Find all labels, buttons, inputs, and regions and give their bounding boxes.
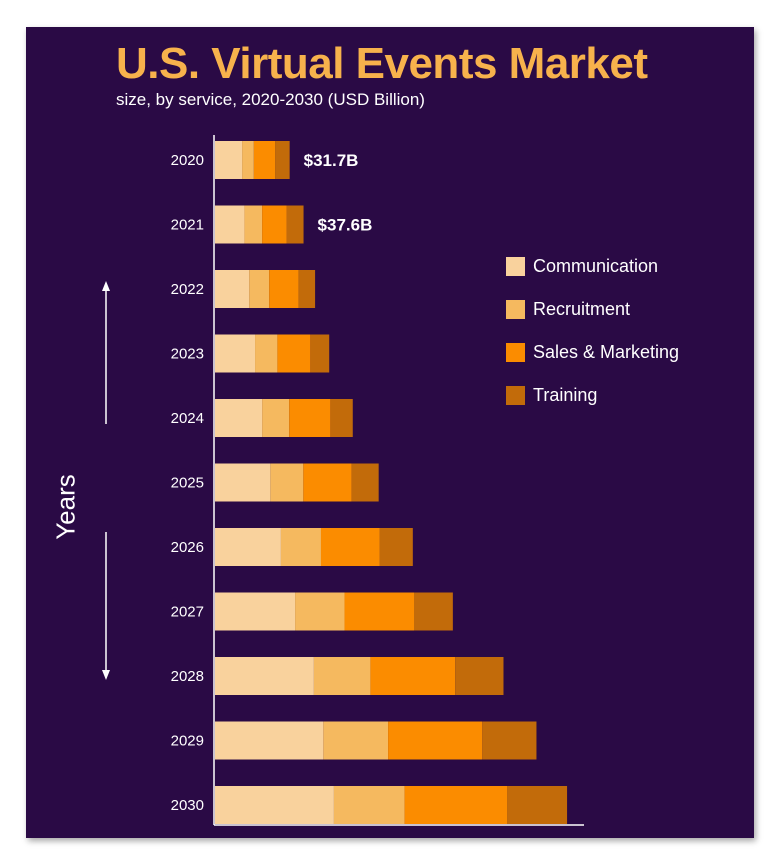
bar-segment	[215, 205, 245, 244]
y-tick-label: 2028	[171, 668, 204, 685]
y-tick-label: 2025	[171, 475, 204, 492]
bar-segment	[507, 786, 568, 824]
chart-subtitle: size, by service, 2020-2030 (USD Billion…	[116, 90, 425, 109]
bar-segment	[289, 399, 331, 437]
bar-segment	[455, 657, 504, 695]
legend-item-training: Training	[506, 384, 679, 406]
y-tick-label: 2020	[171, 152, 204, 169]
bar-segment	[413, 592, 453, 631]
legend-label: Recruitment	[533, 298, 631, 319]
bar-segment	[270, 463, 304, 502]
bar-segment	[310, 334, 330, 373]
bar-segment	[262, 399, 290, 437]
bar-segment	[280, 528, 321, 566]
y-axis-title: Years	[50, 474, 81, 540]
legend-item-recruitment: Recruitment	[506, 298, 679, 320]
y-tick-label: 2023	[171, 346, 204, 363]
bar-chart: 2020 $31.7B 2021 $37.6B 2022 2023 2024 2025 2026…	[102, 135, 584, 826]
bar-segment	[215, 721, 324, 760]
bar-segment	[344, 592, 414, 631]
bar-segment	[303, 463, 352, 502]
bar-segment	[269, 270, 299, 308]
bar-segment	[320, 528, 380, 566]
legend-swatch	[506, 385, 525, 405]
legend-label: Sales & Marketing	[533, 341, 680, 362]
legend-swatch	[506, 256, 525, 276]
data-label: $31.7B	[304, 151, 359, 170]
bar-segment	[370, 657, 456, 695]
bar-segment	[388, 721, 483, 760]
bar-segment	[215, 463, 271, 502]
bar-segment	[298, 270, 316, 308]
legend: Communication Recruitment Sales & Market…	[506, 255, 679, 427]
y-tick-label: 2022	[171, 281, 204, 298]
bar-segment	[333, 786, 405, 824]
legend-swatch	[506, 299, 525, 319]
bar-segment	[255, 334, 278, 373]
bar-segment	[482, 721, 537, 760]
bar-segment	[215, 592, 296, 631]
bar-segment	[215, 657, 314, 695]
y-tick-label: 2027	[171, 604, 204, 621]
bar-segment	[330, 399, 353, 437]
legend-label: Communication	[533, 255, 659, 276]
bar-segment	[215, 334, 256, 373]
bar-segment	[379, 528, 413, 566]
bar-segment	[215, 399, 263, 437]
bar-segment	[277, 334, 311, 373]
bar-segment	[351, 463, 379, 502]
bar-segment	[215, 786, 334, 824]
bar-segment	[215, 270, 250, 308]
bar-segment	[249, 270, 270, 308]
arrow-down-icon	[102, 670, 110, 680]
y-tick-label: 2030	[171, 797, 204, 814]
legend-swatch	[506, 342, 525, 362]
y-tick-label: 2026	[171, 539, 204, 556]
bar-segment	[404, 786, 508, 824]
bar-segment	[262, 205, 287, 244]
bar-segment	[215, 141, 243, 179]
bar-segment	[253, 141, 276, 179]
data-label: $37.6B	[318, 216, 373, 235]
bar-segment	[295, 592, 345, 631]
chart-panel: U.S. Virtual Events Market size, by serv…	[26, 27, 754, 838]
y-tick-label: 2029	[171, 733, 204, 750]
bar-segment	[275, 141, 290, 179]
bar-segment	[242, 141, 254, 179]
bar-segment	[323, 721, 389, 760]
chart-title: U.S. Virtual Events Market	[116, 39, 648, 88]
bar-segment	[244, 205, 263, 244]
bar-segment	[286, 205, 304, 244]
legend-item-sales-marketing: Sales & Marketing	[506, 341, 679, 363]
legend-item-communication: Communication	[506, 255, 679, 277]
bar-segment	[215, 528, 281, 566]
legend-label: Training	[533, 384, 598, 405]
bar-segment	[313, 657, 371, 695]
y-tick-label: 2024	[171, 410, 204, 427]
arrow-up-icon	[102, 281, 110, 291]
y-tick-label: 2021	[171, 217, 204, 234]
